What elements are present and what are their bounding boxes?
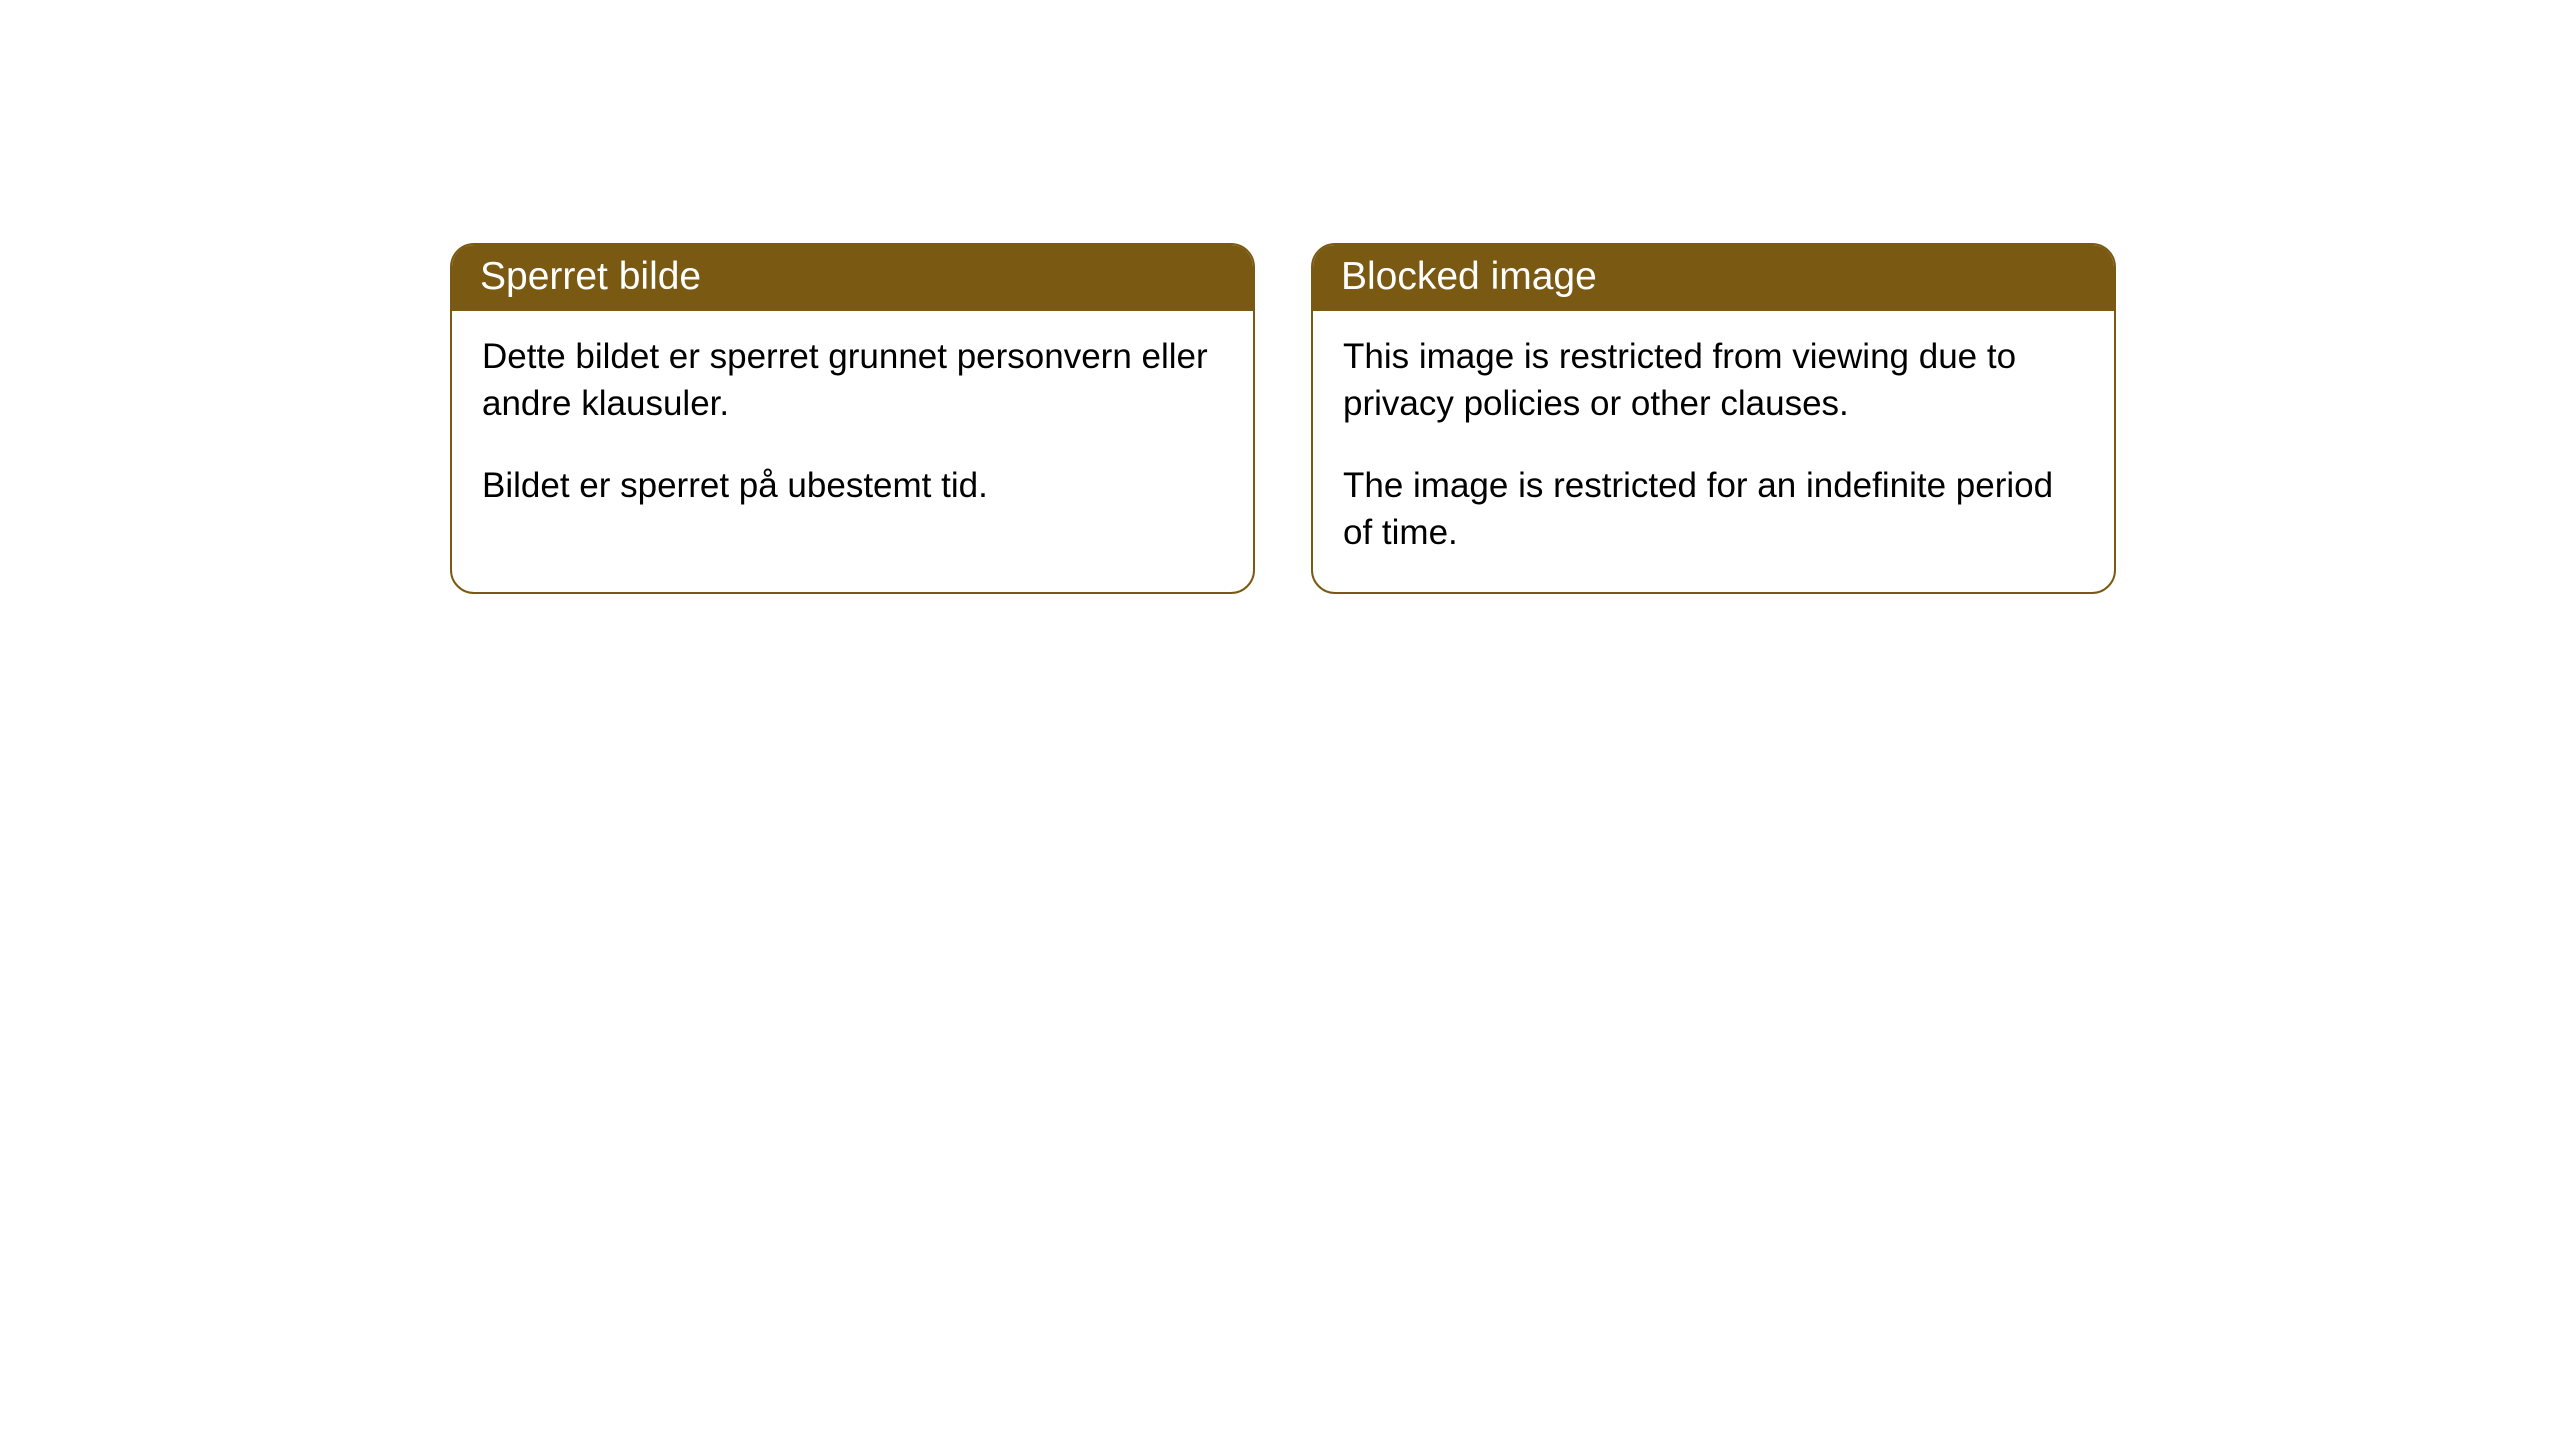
card-paragraph-2-english: The image is restricted for an indefinit… — [1343, 462, 2084, 557]
card-body-english: This image is restricted from viewing du… — [1313, 311, 2114, 592]
blocked-image-card-english: Blocked image This image is restricted f… — [1311, 243, 2116, 594]
card-paragraph-1-english: This image is restricted from viewing du… — [1343, 333, 2084, 428]
card-paragraph-2-norwegian: Bildet er sperret på ubestemt tid. — [482, 462, 1223, 509]
card-body-norwegian: Dette bildet er sperret grunnet personve… — [452, 311, 1253, 545]
card-header-english: Blocked image — [1313, 245, 2114, 311]
blocked-image-card-norwegian: Sperret bilde Dette bildet er sperret gr… — [450, 243, 1255, 594]
card-header-norwegian: Sperret bilde — [452, 245, 1253, 311]
notice-cards-container: Sperret bilde Dette bildet er sperret gr… — [0, 0, 2560, 594]
card-paragraph-1-norwegian: Dette bildet er sperret grunnet personve… — [482, 333, 1223, 428]
